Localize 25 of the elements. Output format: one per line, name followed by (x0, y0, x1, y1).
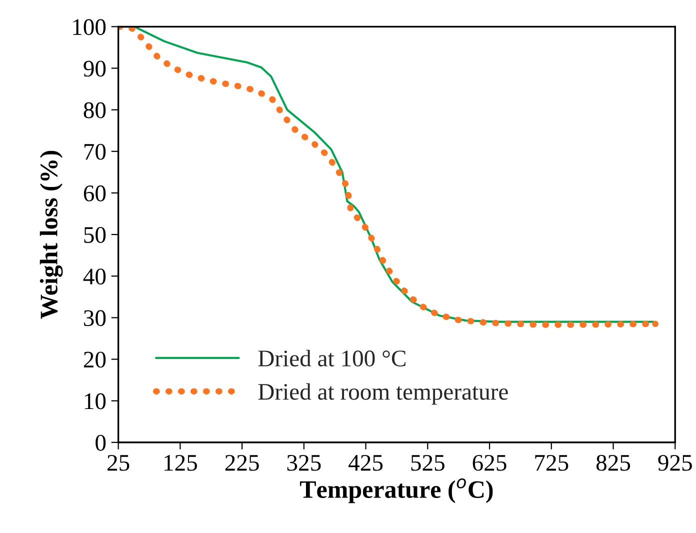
x-tick-label: 125 (164, 454, 197, 471)
x-axis-title: Temperature ($^{o}$C) (300, 478, 493, 504)
y-tick-label: 40 (83, 268, 106, 285)
x-tick-label: 925 (658, 454, 692, 471)
x-tick-label: 425 (348, 454, 383, 471)
y-tick-label: 50 (84, 227, 106, 243)
x-tick-label: 525 (411, 454, 444, 471)
y-tick-label: 60 (84, 185, 106, 202)
legend-label: Dried at room temperature (258, 383, 508, 405)
y-tick-label: 70 (84, 144, 106, 160)
y-tick-label: 90 (84, 60, 106, 77)
y-tick-label: 100 (73, 19, 106, 36)
x-tick-label: 725 (535, 454, 568, 471)
x-tick-label: 825 (596, 454, 630, 471)
x-tick-label: 325 (287, 454, 321, 471)
y-axis-title: Weight loss (%) (40, 150, 63, 319)
y-tick-label: 0 (96, 434, 106, 451)
x-tick-label: 25 (108, 454, 130, 471)
x-tick-label: 225 (225, 454, 259, 471)
y-tick-label: 80 (84, 102, 106, 118)
legend-label: Dried at 100 °C (258, 350, 406, 366)
y-tick-label: 10 (84, 393, 106, 410)
y-tick-label: 30 (84, 310, 106, 326)
x-tick-label: 625 (472, 454, 506, 471)
y-tick-label: 20 (84, 352, 106, 368)
